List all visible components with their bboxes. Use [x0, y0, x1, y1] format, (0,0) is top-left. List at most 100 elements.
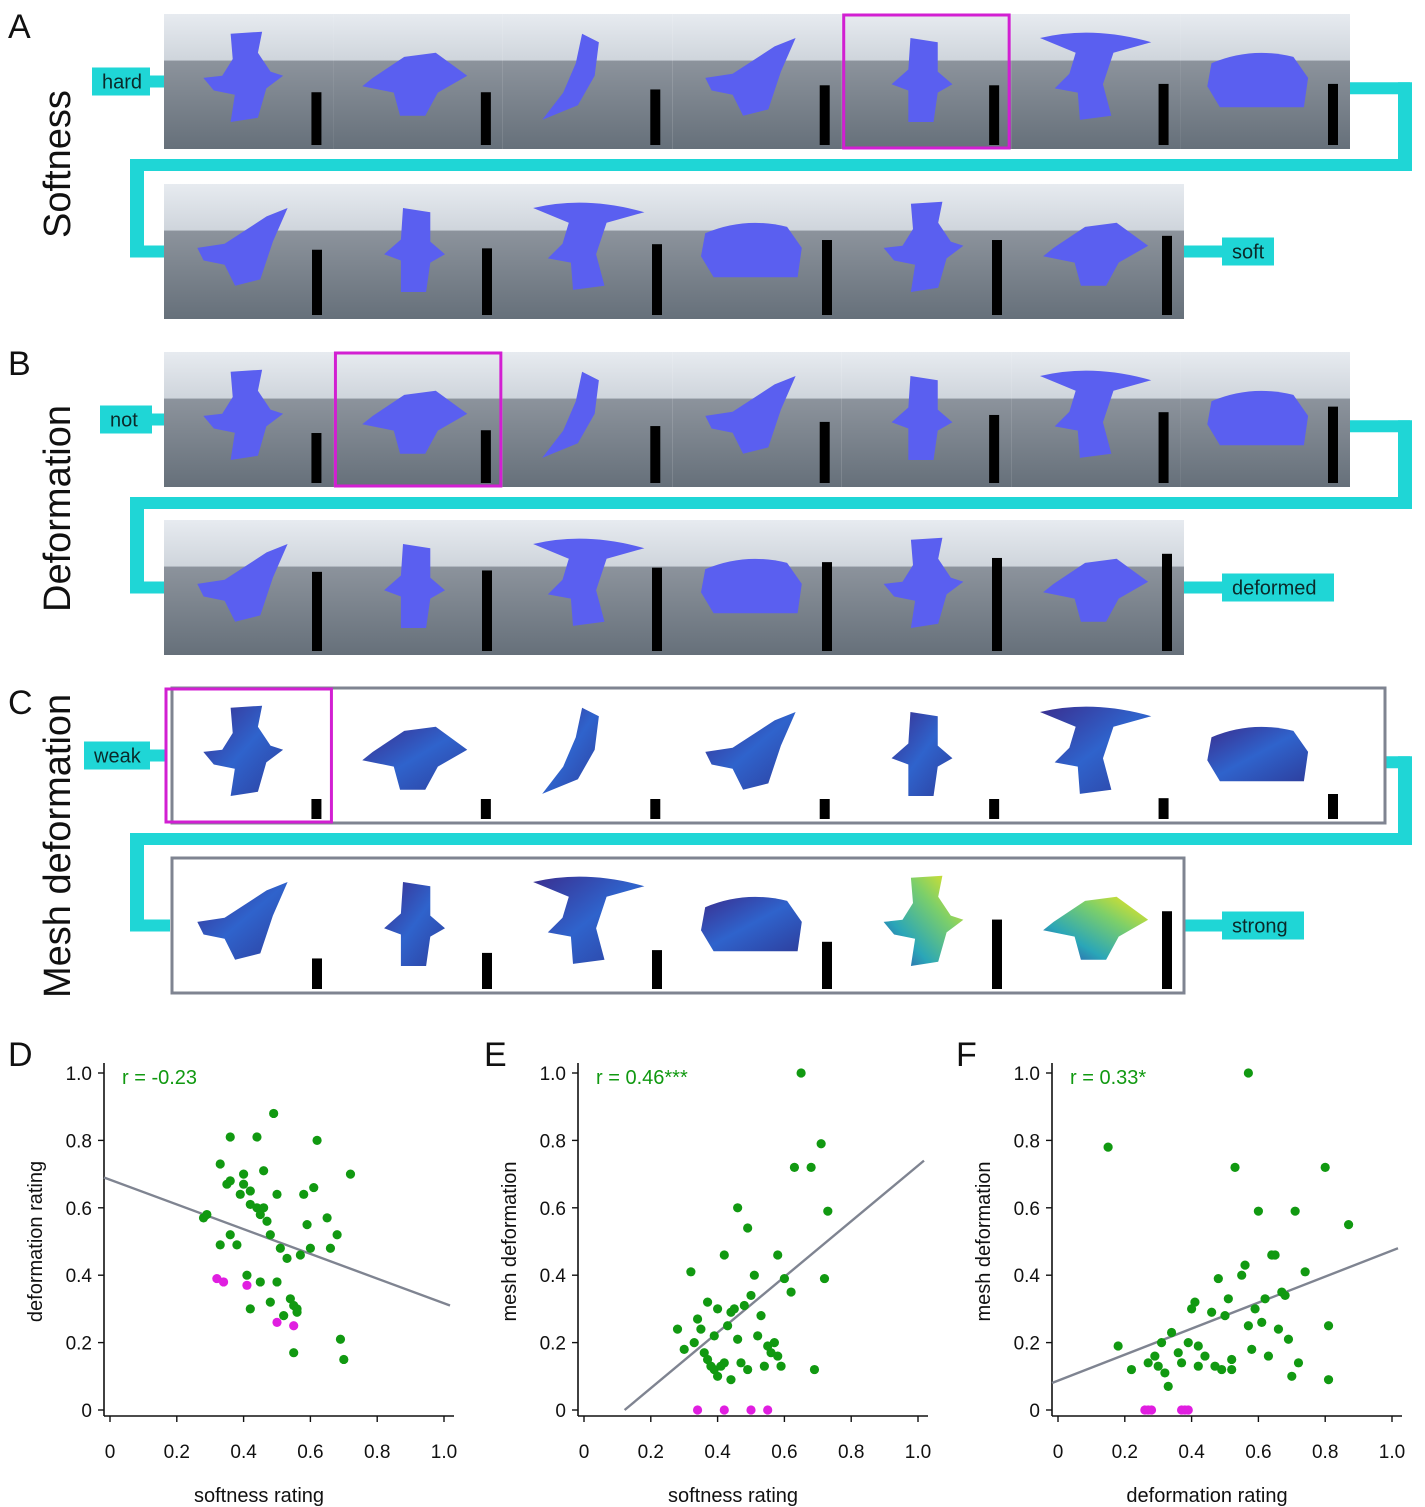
- panel-b-object-0-2: [542, 371, 599, 458]
- data-point: [696, 1324, 706, 1334]
- panel-b-rating-bar-1-5: [1162, 553, 1172, 651]
- data-point: [235, 1189, 245, 1199]
- data-point: [759, 1361, 769, 1371]
- panel-a-connector-bottom-stub: [130, 245, 170, 258]
- data-point: [702, 1297, 713, 1307]
- data-point: [796, 1068, 806, 1078]
- highlighted-data-point: [692, 1405, 703, 1415]
- panel-a-rating-bar-0-0: [311, 92, 322, 145]
- x-axis-label: softness rating: [668, 1485, 798, 1507]
- panel-a-object-1-1: [384, 208, 445, 292]
- panel-c-end-stub: [1180, 919, 1224, 932]
- panel-c-rating-bar-0-3: [819, 799, 830, 819]
- panel-b-connector-top-stub: [1350, 420, 1410, 433]
- panel-a-end-label: soft: [1232, 242, 1265, 264]
- data-point: [1227, 1354, 1237, 1365]
- data-point: [1250, 1304, 1260, 1314]
- y-tick-label: 1.0: [540, 1064, 566, 1085]
- panel-a-rating-bar-1-4: [992, 240, 1002, 315]
- data-point: [709, 1331, 719, 1341]
- panel-b-connector-left: [130, 497, 144, 594]
- data-point: [743, 1223, 753, 1233]
- data-point: [1243, 1068, 1253, 1078]
- image-strips: hard soft not deformed weak strong: [84, 13, 1412, 995]
- panel-b-object-1-0: [197, 544, 288, 622]
- x-tick-label: 0.2: [164, 1442, 190, 1463]
- panel-b-rating-bar-0-4: [989, 414, 1000, 483]
- data-point: [295, 1250, 305, 1260]
- data-point: [749, 1270, 759, 1280]
- panel-c-connector-bottom-stub: [130, 919, 170, 932]
- x-tick-label: 0.6: [297, 1442, 323, 1463]
- data-point: [1220, 1311, 1230, 1321]
- panel-b-end-label: deformed: [1232, 578, 1317, 600]
- y-tick-label: 0.4: [66, 1266, 93, 1287]
- data-point: [816, 1139, 826, 1149]
- data-point: [272, 1189, 282, 1199]
- panel-c-object-1-5: [1043, 896, 1149, 960]
- data-point: [753, 1331, 763, 1341]
- data-point: [279, 1311, 289, 1321]
- panel-b-object-1-2: [533, 538, 645, 626]
- data-point: [259, 1166, 269, 1176]
- regression-line: [103, 1176, 451, 1307]
- row-title-softness: Softness: [37, 90, 79, 238]
- highlighted-data-point: [1146, 1405, 1157, 1415]
- data-point: [723, 1321, 733, 1331]
- panel-b-end-stub: [1180, 581, 1224, 594]
- panel-a-highlight-box: [842, 13, 1011, 150]
- data-point: [202, 1209, 212, 1220]
- panel-a-start-label: hard: [102, 72, 142, 94]
- data-point: [672, 1324, 683, 1334]
- panel-c-object-0-0: [203, 705, 284, 796]
- data-point: [245, 1304, 255, 1314]
- data-point: [773, 1351, 783, 1361]
- data-point: [1257, 1317, 1267, 1327]
- x-tick-label: 0.4: [1178, 1442, 1205, 1463]
- data-point: [325, 1243, 336, 1253]
- data-point: [756, 1311, 766, 1321]
- data-point: [719, 1358, 729, 1368]
- data-point: [232, 1240, 242, 1250]
- x-tick-label: 0.8: [364, 1442, 390, 1463]
- data-point: [269, 1108, 279, 1119]
- panel-c-row2-frame: [170, 856, 1186, 995]
- data-point: [335, 1334, 346, 1344]
- data-point: [225, 1176, 235, 1186]
- panel-b-object-0-5: [1039, 370, 1152, 458]
- panel-b-rating-bar-1-3: [822, 562, 832, 651]
- panel-b-rating-bar-0-5: [1158, 412, 1169, 483]
- data-point: [786, 1287, 796, 1297]
- panel-c-rating-bar-0-4: [989, 799, 1000, 819]
- data-point: [1323, 1375, 1334, 1385]
- panel-a-object-1-2: [533, 202, 645, 290]
- data-point: [1290, 1206, 1300, 1216]
- panel-a-rating-bar-0-1: [480, 92, 491, 145]
- panel-b-object-1-5: [1043, 558, 1149, 622]
- data-point: [1156, 1338, 1167, 1348]
- panel-c-object-1-4: [883, 875, 964, 966]
- data-point: [1287, 1371, 1297, 1381]
- highlighted-data-point: [218, 1277, 229, 1287]
- panel-a-object-1-0: [197, 208, 288, 286]
- y-tick-label: 0.8: [66, 1131, 92, 1152]
- data-point: [1223, 1294, 1233, 1304]
- data-point: [1190, 1297, 1200, 1307]
- data-point: [1227, 1364, 1237, 1375]
- data-point: [1183, 1338, 1193, 1348]
- data-point: [322, 1213, 332, 1223]
- panel-b-connector-right: [1398, 420, 1412, 509]
- data-point: [265, 1230, 275, 1240]
- panel-a-object-1-4: [883, 201, 964, 292]
- panel-c-connector-left: [130, 833, 144, 932]
- panel-c-rating-bar-1-5: [1162, 911, 1172, 989]
- data-point: [309, 1182, 319, 1193]
- panel-a-rating-bar-1-5: [1162, 235, 1172, 315]
- data-point: [299, 1189, 309, 1199]
- data-point: [245, 1186, 255, 1196]
- data-point: [1293, 1358, 1304, 1368]
- data-point: [1173, 1348, 1183, 1358]
- scatter-panel-f: F 0 0.2 0.4 0.6 0.8 1.0 0 0.2 0.4 0.6 0.8 1.0 deforma…: [956, 1036, 1405, 1507]
- data-point: [1143, 1358, 1153, 1368]
